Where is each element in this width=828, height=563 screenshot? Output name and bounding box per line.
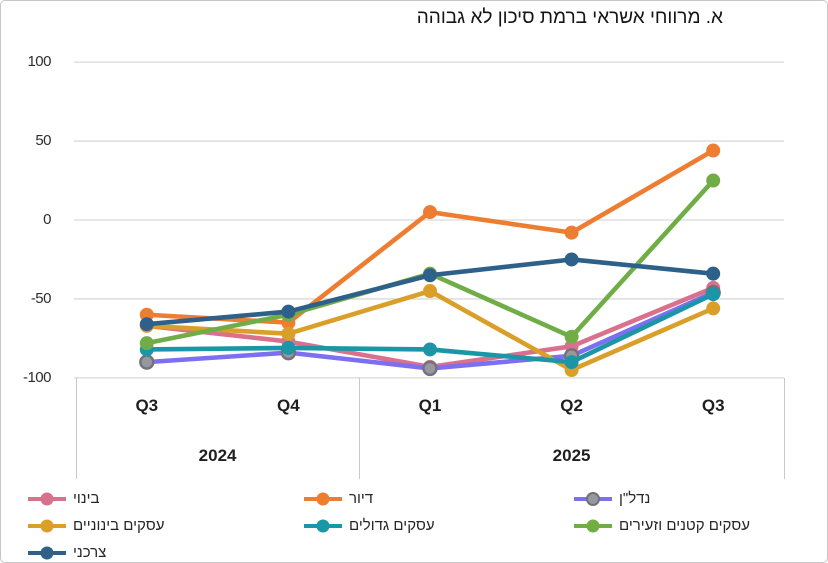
data-point-marker <box>281 326 296 341</box>
data-point-marker <box>706 143 721 158</box>
legend-item-label: צרכני <box>73 544 107 561</box>
chart-legend: בינוי דיור נדל"ן עסקים בינוניים עסקים גדולים… <box>27 485 807 562</box>
legend-item: צרכני <box>27 544 303 561</box>
legend-item: עסקים בינוניים <box>27 517 303 534</box>
y-axis-tick-label: 0 <box>43 211 51 228</box>
legend-item-label: עסקים גדולים <box>349 517 435 534</box>
data-point-marker <box>564 225 579 240</box>
x-axis-year-label: 2025 <box>552 446 591 465</box>
data-point-marker <box>423 268 437 283</box>
data-point-marker <box>564 355 579 370</box>
legend-key-icon <box>28 519 66 532</box>
data-point-marker <box>422 360 438 377</box>
legend-item-label: בינוי <box>73 490 100 507</box>
data-point-marker <box>423 284 437 299</box>
legend-item: נדל"ן <box>573 490 807 507</box>
axis-group-separator <box>784 378 785 479</box>
data-point-marker <box>139 317 154 332</box>
data-point-marker <box>281 304 296 319</box>
legend-item: בינוי <box>27 490 303 507</box>
y-axis-tick-label: -100 <box>22 368 52 386</box>
data-point-marker <box>706 173 721 188</box>
x-axis-quarter-label: Q3 <box>135 396 159 415</box>
data-point-marker <box>706 301 721 316</box>
legend-item-label: נדל"ן <box>619 490 651 507</box>
data-point-marker <box>706 266 721 281</box>
x-axis-quarter-label: Q3 <box>701 396 725 415</box>
legend-item: עסקים קטנים וזעירים <box>573 517 807 534</box>
x-axis-quarter-label: Q4 <box>277 396 300 415</box>
axis-border-left <box>76 378 77 479</box>
y-axis-tick-label: 100 <box>27 53 51 71</box>
data-point-marker <box>564 252 579 267</box>
line-chart <box>74 61 784 379</box>
legend-item-label: עסקים קטנים וזעירים <box>619 517 750 534</box>
data-point-marker <box>423 342 437 357</box>
legend-key-icon <box>304 492 342 505</box>
axis-group-separator <box>359 378 361 479</box>
x-axis-quarter-label: Q1 <box>418 396 442 415</box>
legend-item: עסקים גדולים <box>303 517 573 534</box>
legend-key-icon <box>574 519 612 532</box>
legend-key-icon <box>28 546 66 559</box>
data-point-marker <box>139 354 155 370</box>
data-point-marker <box>423 205 437 220</box>
legend-item-label: עסקים בינוניים <box>73 517 165 534</box>
x-axis-quarter-label: Q2 <box>560 396 583 415</box>
y-axis-tick-label: 50 <box>35 132 51 150</box>
data-point-marker <box>706 287 721 302</box>
data-point-marker <box>281 340 296 355</box>
data-point-marker <box>139 336 154 351</box>
x-axis-year-label: 2024 <box>198 446 237 465</box>
legend-item-label: דיור <box>349 490 374 507</box>
legend-item: דיור <box>303 490 573 507</box>
y-axis-tick-label: -50 <box>30 289 52 307</box>
data-point-marker <box>564 329 579 344</box>
legend-key-icon <box>574 491 612 506</box>
legend-key-icon <box>28 492 66 505</box>
legend-key-icon <box>304 519 342 532</box>
chart-title: א. מרווחי אשראי ברמת סיכון לא גבוהה <box>416 7 723 28</box>
